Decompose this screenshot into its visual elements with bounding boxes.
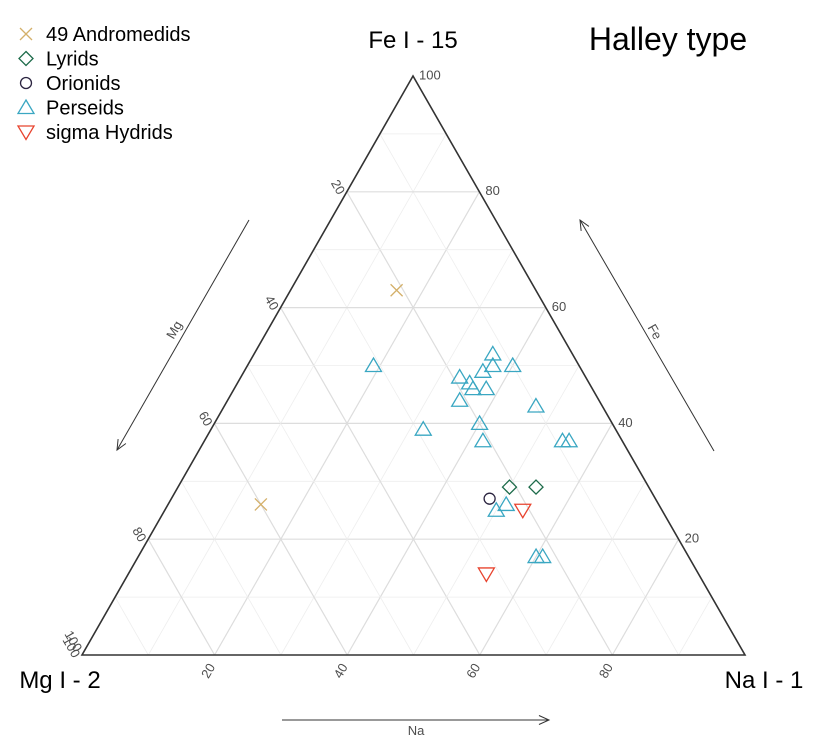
point-perseids [414,420,433,436]
point-lyrids [501,479,518,496]
legend-key-perseids [16,98,36,115]
grid-line-na [545,481,646,656]
legend-label-49-andromedids: 49 Andromedids [46,24,191,46]
legend-key-lyrids [18,50,34,67]
vertex-label-left: Mg I - 2 [19,667,100,694]
grid-line-mg [379,133,680,656]
tick-label-na: 40 [331,661,351,681]
axis-name-fe: Fe [645,321,666,342]
point-lyrids [528,479,544,496]
point-perseids [364,356,383,373]
grid-line-na [280,249,513,656]
grid-line-na [147,133,447,656]
legend-key-sigma-hydrids [16,125,36,141]
grid-line-na [413,365,580,656]
tick-label-mg: 60 [196,409,216,429]
point-perseids [470,414,489,431]
legend-label-perseids: Perseids [46,98,124,120]
axis-arrow-mg-head [116,439,127,452]
chart-title: Halley type [589,21,747,57]
tick-label-fe: 60 [552,299,566,314]
point-perseids [526,547,546,564]
legend-key-orionids [19,76,33,90]
point-sigma-hydrids [477,567,496,583]
axis-name-na: Na [408,723,425,738]
vertex-label-top: Fe I - 15 [368,27,457,54]
grid-line-mg [114,596,149,656]
axis-arrow-na-head [538,715,551,725]
legend-label-orionids: Orionids [46,73,120,95]
tick-label-mg: 20 [328,177,348,197]
tick-label-mg: 40 [262,293,282,313]
point-perseids [450,368,469,384]
grid-line-mg [213,423,348,656]
legend-key-49-andromedids [19,27,33,41]
legend-label-lyrids: Lyrids [46,49,99,71]
tick-label-fe: 20 [685,531,699,546]
axis-arrow-mg [116,219,250,451]
tick-label-fe: 100 [419,67,441,82]
grid-line-mg [313,249,547,656]
triangle-frame [80,74,747,656]
point-49-andromedids [254,498,268,511]
point-perseids [487,501,506,517]
grid-line-mg [147,538,216,656]
grid [114,133,713,656]
grid-line-na [678,596,713,656]
grid-line-na [611,538,680,656]
axis-arrow-fe-head [579,218,590,231]
legend-label-sigma-hydrids: sigma Hydrids [46,122,173,144]
point-perseids [503,356,522,373]
point-perseids [483,345,502,361]
point-orionids [483,492,496,505]
grid-line-na [479,423,613,656]
tick-label-na: 20 [198,661,218,681]
grid-line-mg [247,365,414,656]
point-perseids [553,431,572,448]
tick-label-mg: 80 [129,524,149,544]
tick-label-fe: 80 [485,183,499,198]
point-49-andromedids [390,283,404,297]
tick-label-na: 80 [596,661,616,681]
grid-line-mg [180,481,282,656]
tick-label-na: 60 [463,661,483,681]
point-perseids [473,362,493,378]
point-perseids [483,356,502,373]
point-perseids [450,391,469,407]
point-sigma-hydrids [513,503,532,520]
point-perseids [477,379,496,396]
vertex-label-right: Na I - 1 [725,667,804,694]
point-perseids [463,379,483,396]
point-perseids [526,397,546,413]
axis-arrow-fe [579,219,715,452]
axis-arrows [116,218,715,725]
point-perseids [473,431,493,448]
data-points [254,283,579,583]
point-perseids [497,495,516,512]
tick-label-fe: 40 [618,415,632,430]
